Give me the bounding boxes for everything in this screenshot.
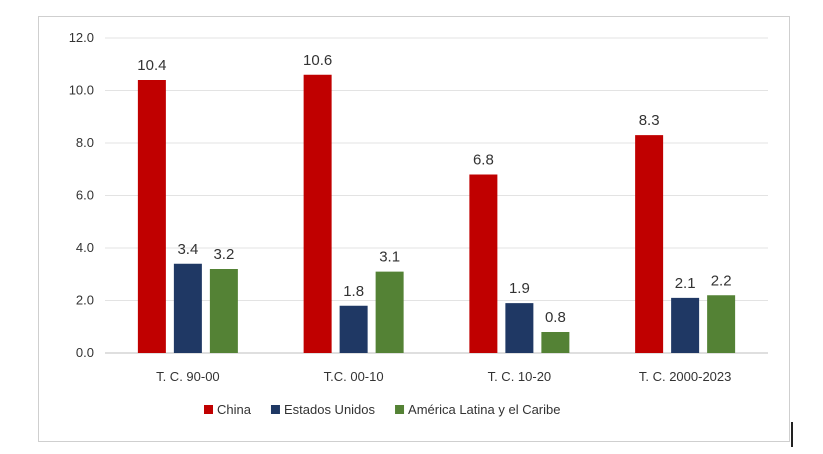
bars <box>137 74 736 353</box>
y-tick-label: 0.0 <box>76 345 94 360</box>
bar-am-rica-latina-y-el-caribe <box>209 269 238 353</box>
data-label: 3.2 <box>213 246 234 263</box>
x-category-label: T. C. 90-00 <box>156 369 220 384</box>
bar-china <box>137 80 166 353</box>
text-cursor <box>791 422 793 447</box>
y-axis-ticks: 0.0 2.0 4.0 6.0 8.0 10.0 12.0 <box>69 30 94 360</box>
y-tick-label: 6.0 <box>76 188 94 203</box>
y-tick-label: 4.0 <box>76 240 94 255</box>
data-labels: 10.4 3.4 3.2 10.6 1.8 3.1 6.8 1.9 0.8 8.3 2.1 2.2 <box>137 52 731 326</box>
bar-estados-unidos <box>339 305 368 353</box>
y-tick-label: 8.0 <box>76 135 94 150</box>
legend-swatch <box>204 405 213 414</box>
gridlines <box>105 37 768 354</box>
data-label: 1.8 <box>343 283 364 300</box>
y-tick-label: 2.0 <box>76 293 94 308</box>
x-axis-categories: T. C. 90-00 T.C. 00-10 T. C. 10-20 T. C. 20… <box>156 369 731 384</box>
bar-china <box>635 135 664 353</box>
data-label: 2.1 <box>675 275 696 292</box>
y-tick-label: 10.0 <box>69 83 94 98</box>
data-label: 10.6 <box>303 52 332 69</box>
bar-am-rica-latina-y-el-caribe <box>541 332 570 353</box>
x-category-label: T. C. 2000-2023 <box>639 369 732 384</box>
bar-estados-unidos <box>505 303 534 353</box>
legend-label: Estados Unidos <box>284 402 376 417</box>
legend-label: América Latina y el Caribe <box>408 402 560 417</box>
bar-china <box>469 174 498 353</box>
legend: China Estados Unidos América Latina y el C… <box>204 402 561 417</box>
x-category-label: T.C. 00-10 <box>324 369 384 384</box>
bar-estados-unidos <box>671 297 700 353</box>
legend-swatch <box>270 405 280 414</box>
data-label: 6.8 <box>473 152 494 169</box>
data-label: 0.8 <box>545 309 566 326</box>
data-label: 1.9 <box>509 280 530 297</box>
data-label: 8.3 <box>639 112 660 129</box>
legend-swatch <box>395 405 405 414</box>
bar-am-rica-latina-y-el-caribe <box>707 295 736 353</box>
data-label: 2.2 <box>711 272 732 289</box>
data-label: 3.1 <box>379 249 400 266</box>
x-category-label: T. C. 10-20 <box>488 369 552 384</box>
legend-label: China <box>217 402 252 417</box>
data-label: 3.4 <box>177 241 198 258</box>
bar-china <box>303 74 332 353</box>
bar-am-rica-latina-y-el-caribe <box>375 271 404 353</box>
bar-estados-unidos <box>173 263 202 353</box>
data-label: 10.4 <box>137 57 166 74</box>
y-tick-label: 12.0 <box>69 30 94 45</box>
